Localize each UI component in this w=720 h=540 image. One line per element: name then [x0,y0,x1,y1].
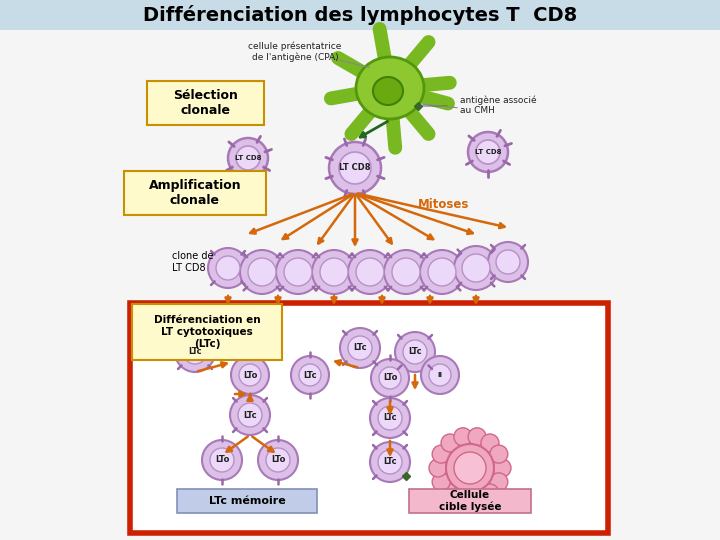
Circle shape [276,250,320,294]
Circle shape [348,250,392,294]
Text: LTo: LTo [243,370,257,380]
Text: LT CD8: LT CD8 [474,149,501,155]
Circle shape [320,258,348,286]
Circle shape [379,367,401,389]
Circle shape [468,132,508,172]
Circle shape [340,328,380,368]
Circle shape [248,258,276,286]
FancyBboxPatch shape [124,171,266,215]
Circle shape [258,440,298,480]
Circle shape [210,448,234,472]
Circle shape [266,448,290,472]
Circle shape [488,242,528,282]
Circle shape [432,473,450,491]
Circle shape [481,484,499,502]
Circle shape [462,254,490,282]
Text: LT CD8: LT CD8 [235,155,261,161]
FancyBboxPatch shape [409,489,531,513]
Circle shape [299,364,321,386]
Circle shape [356,258,384,286]
Circle shape [230,395,270,435]
Circle shape [175,332,215,372]
Circle shape [403,340,427,364]
Text: LTc: LTc [383,414,397,422]
Circle shape [371,359,409,397]
Text: LTc mémoire: LTc mémoire [209,496,285,506]
FancyBboxPatch shape [132,304,282,360]
Circle shape [454,490,472,508]
Circle shape [183,340,207,364]
Circle shape [392,258,420,286]
Circle shape [476,140,500,164]
FancyBboxPatch shape [177,489,317,513]
Circle shape [429,459,447,477]
Text: LTc: LTc [383,457,397,467]
Text: Différenciation des lymphocytes T  CD8: Différenciation des lymphocytes T CD8 [143,5,577,25]
Text: LTc: LTc [408,348,422,356]
Circle shape [231,356,269,394]
Text: LTc: LTc [188,348,202,356]
Circle shape [421,356,459,394]
Text: II: II [438,372,443,378]
Circle shape [395,332,435,372]
Circle shape [284,258,312,286]
Circle shape [454,246,498,290]
Circle shape [384,250,428,294]
Circle shape [428,258,456,286]
Circle shape [454,452,486,484]
Circle shape [493,459,511,477]
Text: LTo: LTo [383,374,397,382]
Circle shape [208,248,248,288]
Text: Mitoses: Mitoses [418,199,469,212]
Text: LTc: LTc [243,410,257,420]
Text: Différenciation en
LT cytotoxiques
(LTc): Différenciation en LT cytotoxiques (LTc) [153,315,261,349]
Text: LTc: LTc [303,370,317,380]
Circle shape [496,250,520,274]
Circle shape [441,484,459,502]
Circle shape [468,490,486,508]
Circle shape [454,428,472,446]
Circle shape [312,250,356,294]
Circle shape [468,428,486,446]
Circle shape [329,142,381,194]
Bar [0,0,720,30]
Text: LT CD8: LT CD8 [339,164,371,172]
Circle shape [370,398,410,438]
Text: Amplification
clonale: Amplification clonale [149,179,241,207]
Text: LTc: LTc [354,343,366,353]
Circle shape [420,250,464,294]
Circle shape [348,336,372,360]
Text: LTo: LTo [271,456,285,464]
Text: antigène associé
au CMH: antigène associé au CMH [460,95,536,115]
Circle shape [441,434,459,452]
Circle shape [228,138,268,178]
Text: Cellule
cible lysée: Cellule cible lysée [438,490,501,512]
Circle shape [370,442,410,482]
Ellipse shape [356,57,424,119]
Circle shape [429,364,451,386]
FancyBboxPatch shape [147,81,264,125]
Circle shape [490,473,508,491]
FancyBboxPatch shape [130,303,608,533]
Circle shape [238,403,262,427]
Circle shape [432,445,450,463]
Circle shape [216,256,240,280]
Circle shape [481,434,499,452]
Circle shape [378,450,402,474]
Circle shape [240,250,284,294]
Circle shape [378,406,402,430]
Text: Sélection
clonale: Sélection clonale [173,89,238,117]
Circle shape [490,445,508,463]
Circle shape [236,146,260,170]
Ellipse shape [373,77,403,105]
Circle shape [446,444,494,492]
Circle shape [339,152,371,184]
Text: cellule présentatrice
de l'antigène (CPA): cellule présentatrice de l'antigène (CPA… [248,42,342,62]
Text: LTo: LTo [215,456,229,464]
Circle shape [202,440,242,480]
Circle shape [239,364,261,386]
Circle shape [291,356,329,394]
Text: clone de
LT CD8: clone de LT CD8 [172,251,214,273]
